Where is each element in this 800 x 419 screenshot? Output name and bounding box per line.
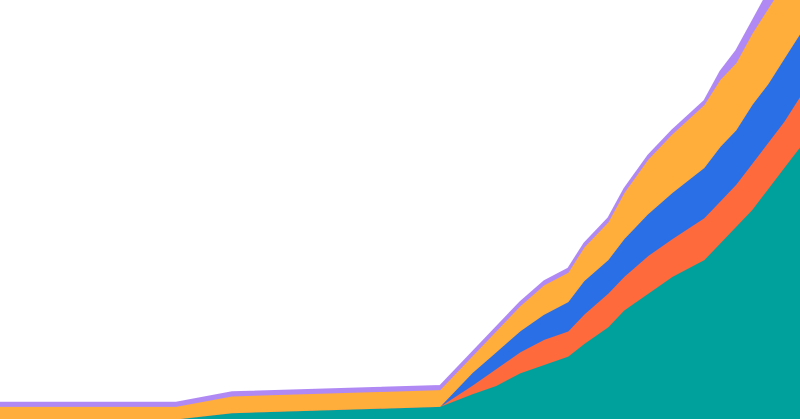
area-series-5 xyxy=(0,0,774,407)
